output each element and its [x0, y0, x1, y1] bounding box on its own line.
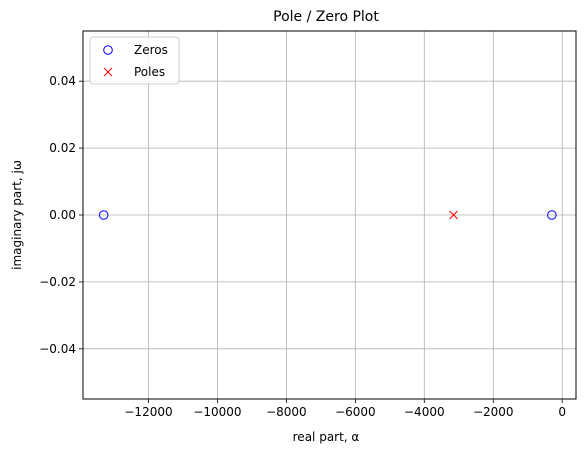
- x-tick-label: −2000: [473, 405, 514, 419]
- y-axis-label: imaginary part, jω: [10, 160, 24, 270]
- pole-marker-stroke: [449, 210, 458, 220]
- x-axis-label: real part, α: [293, 430, 360, 444]
- legend-zeros-marker: [103, 45, 113, 55]
- legend-poles-label: Poles: [134, 65, 165, 79]
- data-markers: [98, 210, 557, 220]
- y-tick-label: 0.00: [49, 208, 76, 222]
- zero-marker: [547, 210, 557, 220]
- y-tick-label: 0.02: [49, 141, 76, 155]
- grid-lines: [83, 31, 576, 399]
- legend-poles-marker: [103, 67, 113, 77]
- legend: Zeros Poles: [89, 36, 180, 85]
- x-tick-label: −4000: [404, 405, 445, 419]
- chart-title: Pole / Zero Plot: [273, 9, 379, 25]
- pole-marker: [449, 210, 458, 220]
- x-tick-label: 0: [558, 405, 566, 419]
- legend-zeros-label: Zeros: [134, 43, 168, 57]
- y-tick-label: −0.04: [39, 342, 76, 356]
- zero-marker: [98, 210, 109, 220]
- x-tick-label: −12000: [124, 405, 172, 419]
- x-tick-label: −8000: [266, 405, 307, 419]
- y-tick-label: 0.04: [49, 74, 76, 88]
- axis-ticks: −12000 −10000 −8000 −6000 −4000 −2000 0 0.04 0.0…: [39, 74, 566, 419]
- x-tick-label: −6000: [335, 405, 376, 419]
- x-tick-label: −10000: [193, 405, 241, 419]
- y-tick-label: −0.02: [39, 275, 76, 289]
